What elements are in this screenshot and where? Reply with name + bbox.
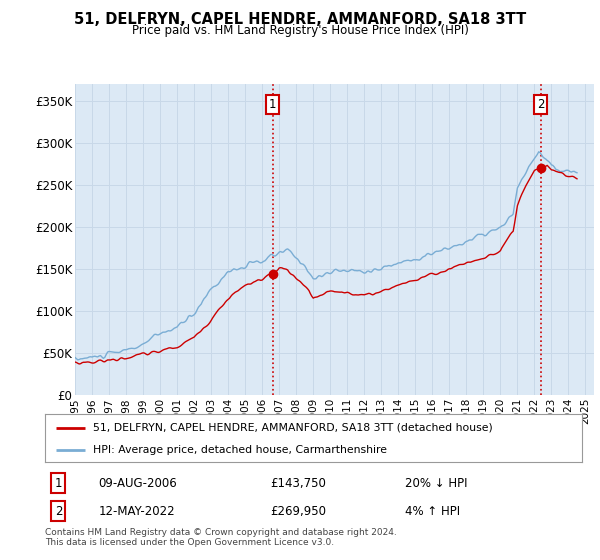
Text: £269,950: £269,950	[271, 505, 326, 518]
Text: 4% ↑ HPI: 4% ↑ HPI	[405, 505, 460, 518]
Text: 2: 2	[537, 98, 544, 111]
Text: HPI: Average price, detached house, Carmarthenshire: HPI: Average price, detached house, Carm…	[94, 445, 388, 455]
Text: 51, DELFRYN, CAPEL HENDRE, AMMANFORD, SA18 3TT: 51, DELFRYN, CAPEL HENDRE, AMMANFORD, SA…	[74, 12, 526, 27]
Text: 1: 1	[55, 477, 62, 490]
Text: 12-MAY-2022: 12-MAY-2022	[98, 505, 175, 518]
Text: 2: 2	[55, 505, 62, 518]
Text: 09-AUG-2006: 09-AUG-2006	[98, 477, 178, 490]
Text: £143,750: £143,750	[271, 477, 326, 490]
Text: 1: 1	[269, 98, 277, 111]
Text: Price paid vs. HM Land Registry's House Price Index (HPI): Price paid vs. HM Land Registry's House …	[131, 24, 469, 36]
Text: 20% ↓ HPI: 20% ↓ HPI	[405, 477, 467, 490]
Text: Contains HM Land Registry data © Crown copyright and database right 2024.
This d: Contains HM Land Registry data © Crown c…	[45, 528, 397, 547]
Text: 51, DELFRYN, CAPEL HENDRE, AMMANFORD, SA18 3TT (detached house): 51, DELFRYN, CAPEL HENDRE, AMMANFORD, SA…	[94, 423, 493, 433]
